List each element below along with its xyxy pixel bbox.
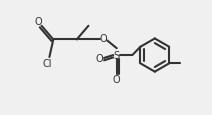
Text: O: O <box>100 34 107 44</box>
Text: S: S <box>114 51 120 60</box>
Text: Cl: Cl <box>43 59 52 69</box>
Text: O: O <box>95 53 103 63</box>
Text: O: O <box>35 17 42 27</box>
Text: O: O <box>113 75 121 85</box>
